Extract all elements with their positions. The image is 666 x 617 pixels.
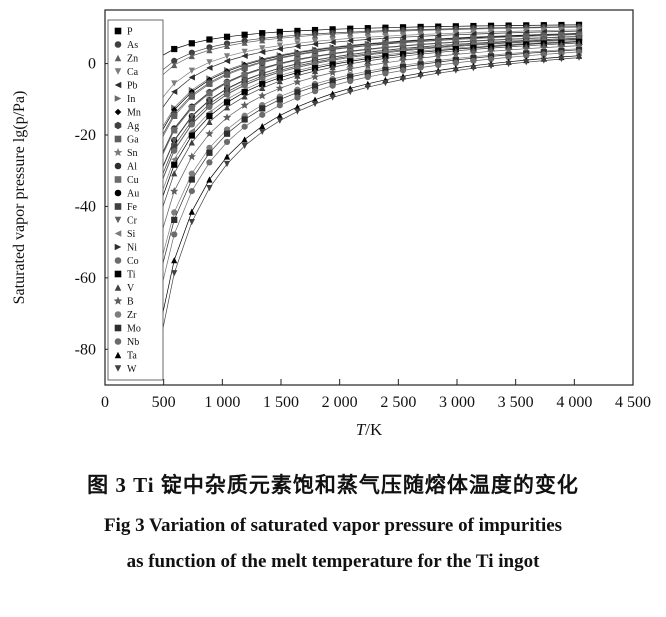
- svg-text:Si: Si: [127, 229, 136, 240]
- svg-text:Fe: Fe: [127, 202, 138, 213]
- svg-text:4 500: 4 500: [615, 394, 651, 411]
- svg-text:Co: Co: [127, 256, 139, 267]
- svg-text:Au: Au: [127, 189, 139, 200]
- svg-text:-20: -20: [75, 127, 96, 144]
- svg-text:Mn: Mn: [127, 108, 141, 119]
- svg-text:Zr: Zr: [127, 310, 137, 321]
- svg-text:2 500: 2 500: [380, 394, 416, 411]
- svg-text:Sn: Sn: [127, 148, 138, 159]
- svg-text:As: As: [127, 40, 138, 51]
- svg-text:3 500: 3 500: [498, 394, 534, 411]
- svg-text:T/K: T/K: [356, 420, 383, 439]
- svg-text:-60: -60: [75, 270, 96, 287]
- svg-text:V: V: [127, 283, 135, 294]
- svg-text:Cr: Cr: [127, 216, 138, 227]
- svg-text:1 500: 1 500: [263, 394, 299, 411]
- svg-text:Saturated vapor pressure lg(p/: Saturated vapor pressure lg(p/Pa): [11, 91, 28, 305]
- chart-svg: 0 500 1 000 1 500 2 000 2 500 3 000 3 500 4 000 4…: [11, 9, 651, 439]
- svg-text:500: 500: [152, 394, 176, 411]
- svg-text:0: 0: [88, 56, 96, 73]
- svg-text:Al: Al: [127, 162, 137, 173]
- svg-text:Ti: Ti: [127, 270, 136, 281]
- vapor-pressure-chart: 0 500 1 000 1 500 2 000 2 500 3 000 3 500 4 000 4…: [11, 9, 651, 439]
- figure-caption-en-line2: as function of the melt temperature for …: [126, 551, 540, 572]
- svg-text:Ta: Ta: [127, 351, 137, 362]
- svg-text:-80: -80: [75, 341, 96, 358]
- svg-text:Cu: Cu: [127, 175, 139, 186]
- svg-text:1 000: 1 000: [204, 394, 240, 411]
- figure-caption-zh: 图 3 Ti 锭中杂质元素饱和蒸气压随熔体温度的变化: [87, 473, 579, 497]
- svg-text:B: B: [127, 297, 134, 308]
- figure-caption-en-line1: Fig 3 Variation of saturated vapor press…: [103, 515, 563, 536]
- svg-text:Ca: Ca: [127, 67, 139, 78]
- svg-text:0: 0: [101, 394, 109, 411]
- svg-text:Zn: Zn: [127, 54, 138, 65]
- svg-text:In: In: [127, 94, 135, 105]
- svg-text:Mo: Mo: [127, 324, 141, 335]
- svg-text:3 000: 3 000: [439, 394, 475, 411]
- svg-text:4 000: 4 000: [556, 394, 592, 411]
- svg-text:W: W: [127, 364, 137, 375]
- svg-text:2 000: 2 000: [322, 394, 358, 411]
- svg-text:Nb: Nb: [127, 337, 139, 348]
- figure-captions: 图 3 Ti 锭中杂质元素饱和蒸气压随熔体温度的变化 Fig 3 Variati…: [0, 469, 666, 573]
- svg-text:Ni: Ni: [127, 243, 137, 254]
- svg-text:P: P: [127, 27, 133, 38]
- svg-text:Pb: Pb: [127, 81, 138, 92]
- svg-text:Ag: Ag: [127, 121, 139, 132]
- svg-text:Ga: Ga: [127, 135, 139, 146]
- svg-text:-40: -40: [75, 198, 96, 215]
